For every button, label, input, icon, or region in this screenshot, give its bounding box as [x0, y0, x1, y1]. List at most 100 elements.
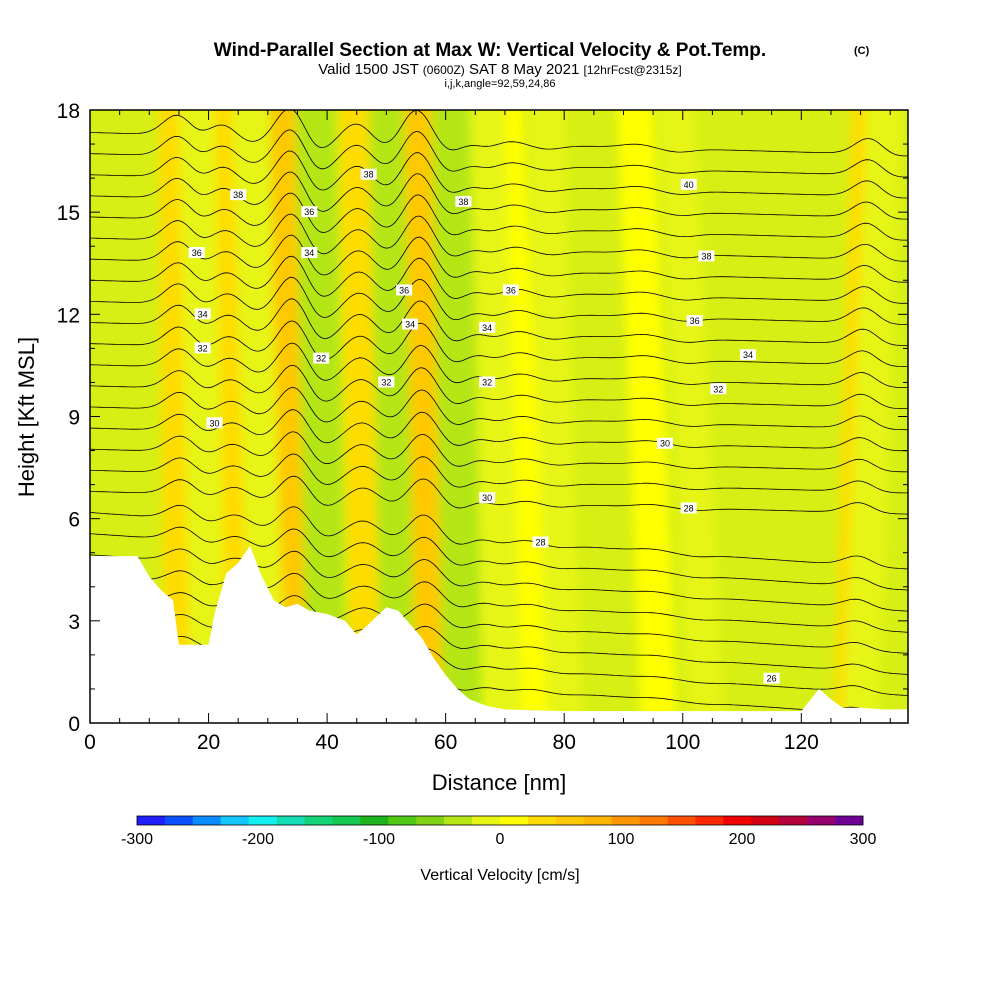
- theta-contour-line: [90, 171, 908, 220]
- colorbar-swatch: [192, 816, 222, 825]
- theta-contour-line: [90, 526, 908, 591]
- contour-label-background: [396, 284, 413, 296]
- theta-contour-line: [90, 342, 908, 388]
- colorbar-swatch: [276, 816, 305, 825]
- contour-label-text: 34: [743, 350, 753, 360]
- x-tick-label: 0: [84, 731, 96, 754]
- theta-contour-label: 38: [455, 195, 472, 207]
- contour-label-text: 38: [233, 190, 243, 200]
- theta-contour-label: 34: [194, 308, 211, 320]
- y-tick-label: 6: [68, 509, 80, 532]
- contour-label-text: 38: [701, 251, 711, 261]
- theta-contour-label: 34: [739, 349, 756, 361]
- theta-contour-label: 36: [502, 284, 519, 296]
- theta-contour-line: [90, 213, 908, 262]
- colorbar-swatch: [388, 816, 417, 825]
- contour-label-text: 26: [767, 674, 777, 684]
- downdraft-band-level: [294, 110, 348, 723]
- contour-label-text: 30: [209, 418, 219, 428]
- contour-label-text: 32: [198, 343, 208, 353]
- colorbar-swatch: [555, 816, 585, 825]
- chart-subtitle-grid-index: i,j,k,angle=92,59,24,86: [444, 78, 555, 90]
- contour-label-background: [686, 315, 703, 327]
- colorbar-swatch: [164, 816, 194, 825]
- terrain-mask: [90, 545, 908, 723]
- subtitle-utc-time: (0600Z): [423, 63, 465, 77]
- contour-label-background: [455, 195, 472, 207]
- contour-label-text: 36: [192, 248, 202, 258]
- colorbar-frame: [136, 815, 864, 826]
- contour-label-background: [479, 321, 496, 333]
- colorbar-swatch: [723, 816, 752, 825]
- contour-label-background: [402, 318, 419, 330]
- theta-contour-label: 36: [396, 284, 413, 296]
- theta-contour-label: 30: [206, 417, 223, 429]
- theta-contour-line: [90, 129, 908, 178]
- downdraft-band-level: [431, 110, 484, 723]
- colorbar-swatch: [500, 816, 529, 825]
- contour-label-background: [763, 672, 780, 684]
- colorbar-title: Vertical Velocity [cm/s]: [420, 867, 579, 884]
- contour-label-text: 28: [684, 503, 694, 513]
- updraft-band: [617, 110, 677, 723]
- colorbar-swatch: [332, 816, 361, 825]
- chart-subtitle: Valid 1500 JST (0600Z) SAT 8 May 2021 [1…: [318, 61, 681, 78]
- y-tick-label: 18: [57, 100, 80, 123]
- colorbar-tick-label: -300: [121, 831, 153, 848]
- colorbar-swatch: [779, 816, 808, 825]
- theta-contour-label: 28: [680, 502, 697, 514]
- theta-contour-line: [90, 234, 908, 283]
- colorbar-swatch: [416, 816, 445, 825]
- downdraft-band-level: [469, 110, 523, 723]
- downdraft-band: [659, 110, 725, 723]
- colorbar-tick-labels: -300 -200 -100 0 100 200 300: [121, 831, 876, 848]
- colorbar-swatch: [248, 816, 277, 825]
- plot-area: [90, 110, 908, 723]
- theta-contour-line: [90, 150, 908, 199]
- contour-label-background: [378, 376, 395, 388]
- downdraft-band: [842, 110, 902, 723]
- x-tick-label: 100: [665, 731, 700, 754]
- theta-contour-label: 32: [194, 342, 211, 354]
- downdraft-band-level: [842, 110, 902, 723]
- theta-contour-label: 32: [710, 383, 727, 395]
- theta-contour-label: 34: [402, 318, 419, 330]
- theta-contour-line: [90, 548, 908, 612]
- downdraft-band: [431, 110, 484, 723]
- contour-label-background: [739, 349, 756, 361]
- subtitle-valid-time: Valid 1500 JST: [318, 61, 418, 78]
- y-tick-label: 12: [57, 304, 80, 327]
- y-tick-label: 0: [68, 713, 80, 736]
- theta-contour-line: [90, 504, 908, 570]
- contour-label-text: 40: [684, 180, 694, 190]
- theta-contour-label: 38: [698, 250, 715, 262]
- x-tick-label: 20: [197, 731, 220, 754]
- theta-contour-line: [90, 276, 908, 325]
- theta-contour-line: [90, 409, 908, 452]
- x-tick-label: 120: [784, 731, 819, 754]
- theta-contour-label: 36: [301, 206, 318, 218]
- colorbar-swatch: [137, 816, 166, 825]
- chart-title-mark: (C): [854, 45, 870, 57]
- contour-label-background: [206, 417, 223, 429]
- contour-label-background: [188, 247, 205, 259]
- contour-label-background: [680, 178, 697, 190]
- contour-label-text: 36: [399, 285, 409, 295]
- theta-contour-line: [90, 255, 908, 304]
- contour-label-background: [656, 437, 673, 449]
- colorbar: [136, 815, 864, 826]
- colorbar-swatch: [751, 816, 780, 825]
- x-axis-title: Distance [nm]: [432, 770, 567, 795]
- contour-label-text: 36: [690, 316, 700, 326]
- contour-label-text: 36: [506, 285, 516, 295]
- downdraft-band: [469, 110, 523, 723]
- colorbar-swatch: [639, 816, 668, 825]
- contour-label-background: [532, 536, 549, 548]
- contour-label-text: 34: [304, 248, 314, 258]
- downdraft-band: [179, 110, 227, 723]
- colorbar-swatch: [444, 816, 473, 825]
- colorbar-tick-label: 100: [608, 831, 635, 848]
- theta-contour-label: 40: [680, 178, 697, 190]
- downdraft-band-level: [528, 110, 582, 723]
- downdraft-band: [294, 110, 348, 723]
